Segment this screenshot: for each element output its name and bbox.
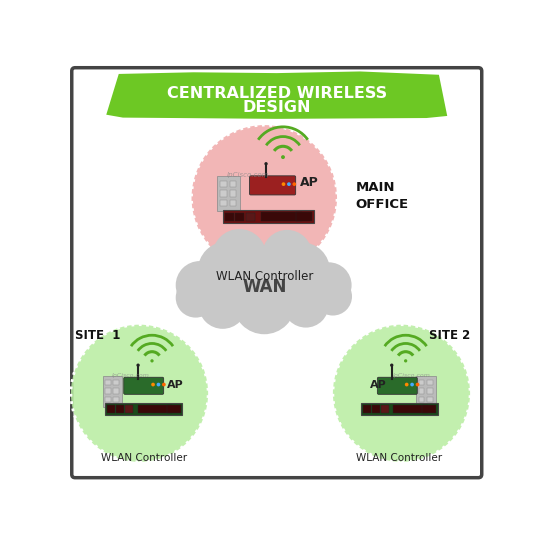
Circle shape	[283, 282, 329, 328]
FancyBboxPatch shape	[113, 380, 119, 385]
Text: WLAN Controller: WLAN Controller	[100, 453, 187, 463]
Circle shape	[212, 229, 266, 283]
FancyBboxPatch shape	[116, 406, 124, 413]
Text: OFFICE: OFFICE	[356, 198, 409, 211]
Text: SITE  1: SITE 1	[75, 329, 120, 342]
FancyBboxPatch shape	[381, 406, 389, 413]
FancyBboxPatch shape	[427, 396, 433, 402]
FancyBboxPatch shape	[125, 406, 133, 413]
Circle shape	[176, 278, 215, 318]
Circle shape	[151, 383, 155, 387]
Text: MAIN: MAIN	[356, 181, 395, 194]
Circle shape	[162, 383, 166, 387]
Circle shape	[390, 363, 393, 367]
FancyBboxPatch shape	[372, 406, 380, 413]
Circle shape	[306, 262, 352, 308]
Circle shape	[262, 230, 312, 280]
Circle shape	[198, 241, 256, 300]
Text: IpCisco.com: IpCisco.com	[226, 172, 269, 178]
Circle shape	[293, 183, 296, 186]
FancyBboxPatch shape	[113, 396, 119, 402]
Text: WAN: WAN	[242, 278, 286, 296]
FancyBboxPatch shape	[377, 377, 417, 394]
FancyBboxPatch shape	[246, 213, 255, 221]
Circle shape	[199, 281, 247, 329]
Text: CENTRALIZED WIRELESS: CENTRALIZED WIRELESS	[167, 86, 387, 102]
FancyBboxPatch shape	[427, 380, 433, 385]
Circle shape	[229, 246, 300, 316]
FancyBboxPatch shape	[427, 388, 433, 394]
Circle shape	[282, 183, 285, 186]
FancyBboxPatch shape	[105, 380, 111, 385]
FancyBboxPatch shape	[105, 396, 111, 402]
FancyBboxPatch shape	[419, 380, 424, 385]
FancyBboxPatch shape	[113, 388, 119, 394]
Circle shape	[273, 242, 330, 299]
Circle shape	[404, 359, 407, 362]
Circle shape	[405, 383, 409, 387]
FancyBboxPatch shape	[105, 403, 182, 415]
FancyBboxPatch shape	[363, 406, 371, 413]
Circle shape	[137, 363, 140, 367]
Text: AP: AP	[370, 380, 387, 390]
FancyBboxPatch shape	[249, 176, 296, 195]
FancyBboxPatch shape	[296, 212, 312, 221]
Text: AP: AP	[300, 176, 319, 188]
FancyBboxPatch shape	[107, 406, 115, 413]
Circle shape	[150, 359, 154, 362]
FancyBboxPatch shape	[230, 180, 237, 187]
Circle shape	[314, 277, 352, 315]
FancyBboxPatch shape	[393, 405, 428, 413]
FancyBboxPatch shape	[218, 176, 240, 211]
Circle shape	[333, 325, 470, 462]
FancyBboxPatch shape	[416, 376, 436, 407]
FancyBboxPatch shape	[225, 213, 234, 221]
Circle shape	[71, 325, 208, 462]
Text: SITE 2: SITE 2	[429, 329, 470, 342]
Circle shape	[233, 272, 295, 334]
FancyBboxPatch shape	[419, 396, 424, 402]
Text: AP: AP	[166, 380, 183, 390]
FancyBboxPatch shape	[361, 403, 438, 415]
FancyBboxPatch shape	[261, 212, 302, 221]
Circle shape	[176, 261, 224, 309]
Text: DESIGN: DESIGN	[242, 100, 311, 115]
Text: IpCisco.com: IpCisco.com	[393, 373, 431, 379]
FancyBboxPatch shape	[103, 376, 123, 407]
FancyBboxPatch shape	[230, 190, 237, 197]
Circle shape	[281, 155, 285, 159]
FancyBboxPatch shape	[222, 210, 314, 223]
Text: IpCisco.com: IpCisco.com	[112, 373, 150, 379]
Circle shape	[265, 162, 268, 165]
FancyBboxPatch shape	[230, 200, 237, 206]
FancyBboxPatch shape	[220, 190, 227, 197]
FancyBboxPatch shape	[419, 388, 424, 394]
FancyBboxPatch shape	[220, 180, 227, 187]
FancyBboxPatch shape	[235, 213, 244, 221]
Circle shape	[410, 383, 414, 387]
FancyBboxPatch shape	[72, 68, 482, 478]
Text: WLAN Controller: WLAN Controller	[356, 453, 442, 463]
FancyBboxPatch shape	[124, 377, 164, 394]
Circle shape	[416, 383, 420, 387]
FancyBboxPatch shape	[167, 405, 180, 413]
FancyBboxPatch shape	[138, 405, 172, 413]
Circle shape	[157, 383, 160, 387]
Circle shape	[192, 125, 337, 271]
FancyBboxPatch shape	[422, 405, 436, 413]
FancyBboxPatch shape	[105, 388, 111, 394]
Text: WLAN Controller: WLAN Controller	[215, 271, 313, 284]
Polygon shape	[106, 71, 447, 119]
FancyBboxPatch shape	[220, 200, 227, 206]
Circle shape	[287, 183, 291, 186]
